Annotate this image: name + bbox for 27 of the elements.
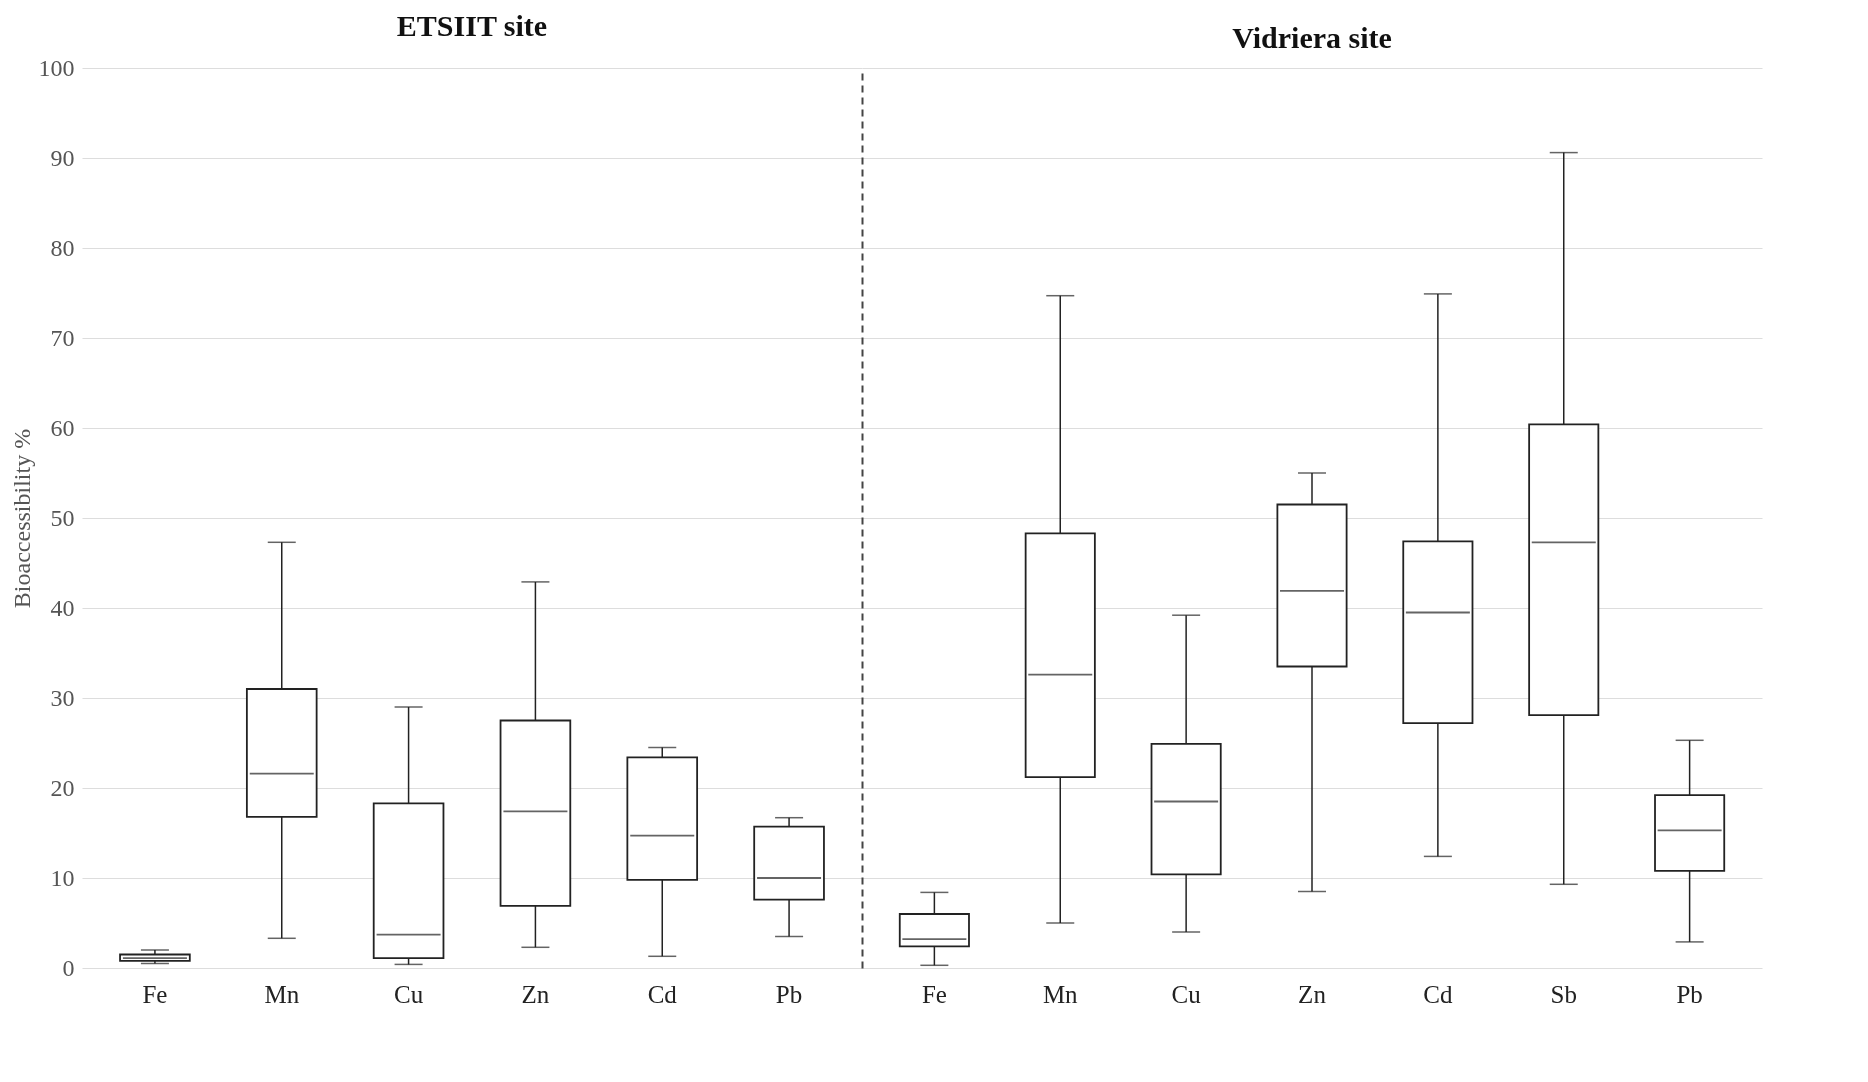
x-tick-label: Mn xyxy=(264,980,300,1008)
y-tick-label: 40 xyxy=(50,594,75,621)
y-tick-label: 60 xyxy=(50,414,75,441)
y-tick-label: 10 xyxy=(50,864,75,891)
y-tick-label: 90 xyxy=(50,144,75,171)
y-tick-label: 30 xyxy=(50,684,75,711)
x-tick-label: Cu xyxy=(393,980,424,1008)
x-tick-label: Zn xyxy=(1298,980,1327,1008)
x-tick-label: Fe xyxy=(142,980,168,1008)
y-axis-title: Bioaccessibility % xyxy=(8,428,35,609)
y-tick-label: 50 xyxy=(50,504,75,531)
x-tick-label: Zn xyxy=(521,980,550,1008)
y-tick-label: 0 xyxy=(62,954,75,981)
x-tick-label: Cd xyxy=(647,980,678,1008)
y-tick-label: 20 xyxy=(50,774,75,801)
x-tick-label: Mn xyxy=(1042,980,1079,1008)
x-tick-label: Sb xyxy=(1550,980,1577,1008)
x-tick-label: Fe xyxy=(921,980,947,1008)
y-tick-label: 100 xyxy=(38,54,75,81)
x-tick-label: Pb xyxy=(775,980,803,1008)
chart-title: ETSIIT site xyxy=(396,9,548,42)
y-tick-label: 80 xyxy=(50,234,75,261)
x-tick-label: Cd xyxy=(1423,980,1453,1008)
x-tick-label: Pb xyxy=(1676,980,1703,1008)
y-tick-label: 70 xyxy=(50,324,75,351)
x-tick-label: Cu xyxy=(1171,980,1202,1008)
chart-title: Vidriera site xyxy=(1232,21,1392,54)
